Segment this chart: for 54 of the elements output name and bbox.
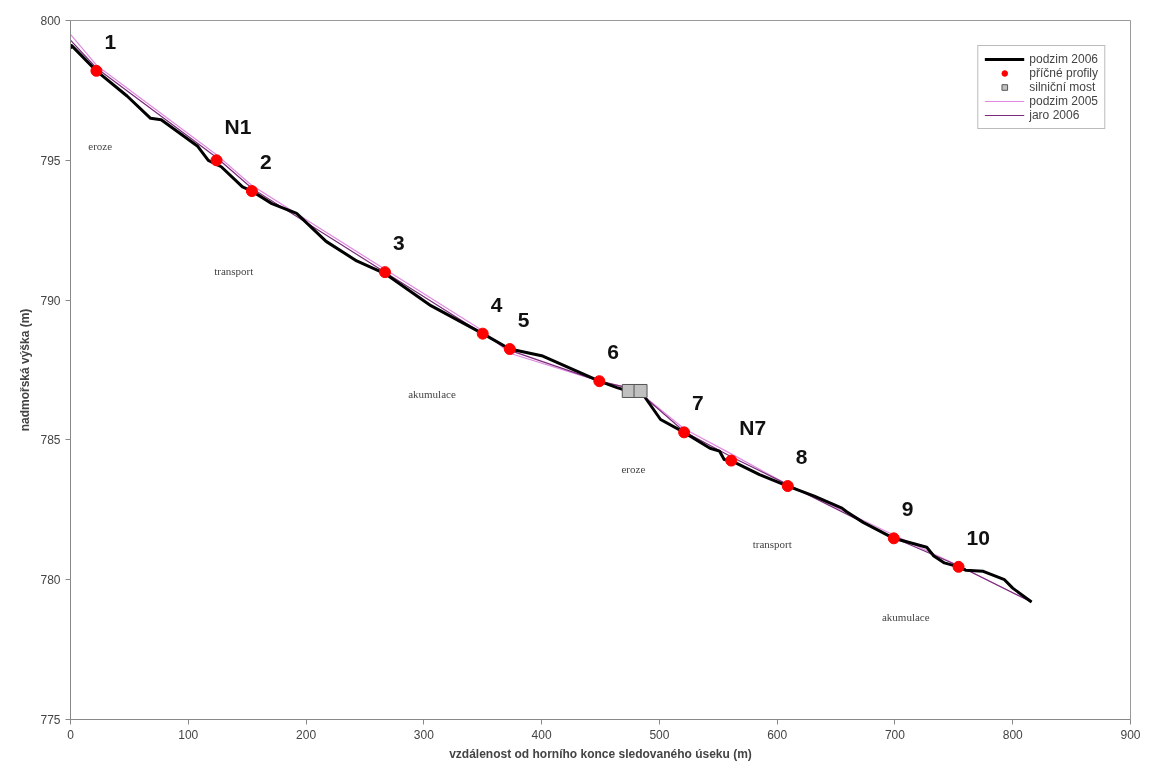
annotation: 7	[692, 391, 704, 415]
y-tick-label: 790	[40, 293, 61, 308]
legend-label: podzim 2005	[1029, 94, 1098, 108]
x-tick-label: 600	[767, 727, 788, 742]
y-tick-label: 785	[40, 433, 61, 448]
point	[633, 383, 648, 398]
annotation: N1	[224, 115, 252, 139]
annotation: 8	[795, 445, 808, 469]
x-tick-label: 500	[649, 727, 670, 742]
point	[476, 327, 489, 340]
legend-label: podzim 2006	[1029, 52, 1098, 66]
annotation: 2	[259, 150, 272, 174]
y-axis-title: nadmořská výška (m)	[18, 308, 33, 432]
annotation: transport	[214, 264, 254, 277]
annotation: 10	[966, 525, 990, 549]
x-tick-label: 700	[884, 727, 906, 742]
x-tick-label: 400	[531, 727, 552, 742]
legend-label: silniční most	[1029, 80, 1096, 94]
annotation: 3	[392, 231, 405, 255]
legend-label: příčné profily	[1029, 66, 1098, 80]
point	[210, 154, 223, 167]
x-tick-label: 900	[1120, 727, 1141, 742]
annotation: eroze	[88, 140, 113, 153]
point	[90, 64, 103, 77]
x-tick-label: 200	[296, 727, 317, 742]
annotation: N7	[739, 415, 767, 439]
point	[503, 343, 516, 356]
y-tick-label: 800	[40, 14, 61, 28]
annotation: 5	[517, 308, 530, 332]
annotation: akumulace	[408, 387, 456, 400]
point	[781, 480, 794, 493]
annotation: transport	[752, 538, 792, 551]
y-tick-label: 780	[40, 573, 61, 588]
point	[952, 560, 965, 573]
y-tick-label: 795	[40, 153, 61, 168]
annotation: 4	[490, 292, 503, 316]
annotation: 9	[901, 497, 914, 521]
point	[678, 426, 691, 439]
x-axis-title: vzdálenost od horního konce sledovaného úseku (m)	[449, 746, 752, 761]
annotation: 1	[104, 29, 117, 53]
x-tick-label: 300	[413, 727, 435, 742]
point	[725, 454, 738, 467]
point	[245, 185, 258, 198]
annotation: eroze	[621, 463, 646, 476]
y-tick-label: 775	[40, 713, 61, 727]
legend-label: jaro 2006	[1029, 108, 1080, 122]
x-tick-label: 0	[67, 727, 75, 742]
x-tick-label: 800	[1002, 727, 1024, 742]
annotation: 6	[607, 340, 620, 364]
annotation: akumulace	[881, 611, 930, 624]
x-tick-label: 100	[178, 727, 199, 742]
point	[887, 532, 900, 545]
point	[593, 375, 606, 388]
point	[378, 266, 391, 279]
